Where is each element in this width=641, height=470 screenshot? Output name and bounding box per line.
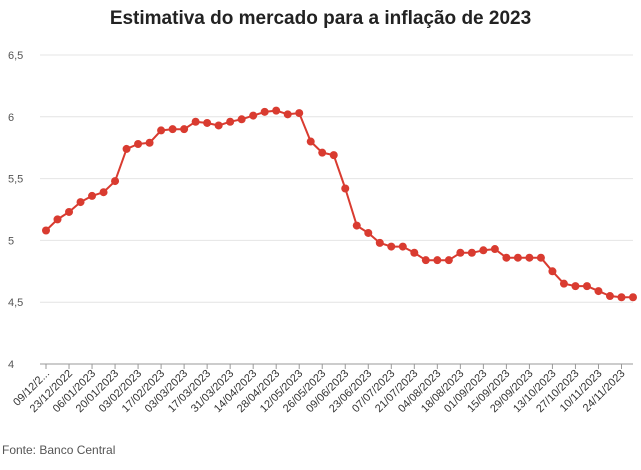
data-point[interactable]	[295, 109, 304, 118]
data-point[interactable]	[364, 228, 373, 237]
source-note: Fonte: Banco Central	[2, 443, 116, 457]
data-point[interactable]	[594, 287, 603, 296]
data-point[interactable]	[76, 198, 85, 207]
data-point[interactable]	[433, 256, 442, 265]
data-point[interactable]	[341, 184, 350, 193]
data-point[interactable]	[398, 242, 407, 251]
data-point[interactable]	[283, 110, 292, 119]
data-point[interactable]	[53, 215, 62, 224]
data-point[interactable]	[479, 246, 488, 255]
y-tick-label: 6	[8, 112, 14, 124]
data-point[interactable]	[203, 118, 212, 127]
data-point[interactable]	[582, 282, 591, 291]
y-tick-label: 5	[8, 235, 14, 247]
data-point[interactable]	[306, 137, 315, 146]
data-point[interactable]	[180, 125, 189, 134]
data-point[interactable]	[525, 253, 534, 262]
data-point[interactable]	[536, 253, 545, 262]
y-tick-label: 6,5	[8, 50, 23, 62]
data-point[interactable]	[237, 115, 246, 124]
data-point[interactable]	[444, 256, 453, 265]
data-point[interactable]	[88, 191, 97, 200]
data-point[interactable]	[99, 188, 108, 197]
data-point[interactable]	[629, 293, 637, 302]
y-tick-label: 4,5	[8, 297, 23, 309]
data-point[interactable]	[214, 121, 223, 130]
data-point[interactable]	[352, 221, 361, 230]
data-point[interactable]	[191, 117, 200, 126]
data-point[interactable]	[559, 279, 568, 288]
data-point[interactable]	[387, 242, 396, 251]
data-point[interactable]	[329, 151, 338, 160]
data-point[interactable]	[456, 248, 465, 257]
data-point[interactable]	[157, 126, 166, 135]
series-line	[45, 109, 633, 299]
data-point[interactable]	[318, 148, 327, 157]
data-point[interactable]	[168, 125, 177, 134]
data-point[interactable]	[226, 117, 235, 126]
data-point[interactable]	[375, 238, 384, 247]
y-axis-ticks: 4 4,5 5 5,5 6 6,5	[8, 50, 23, 371]
data-point[interactable]	[467, 248, 476, 257]
data-point[interactable]	[605, 292, 614, 301]
data-point[interactable]	[410, 248, 419, 257]
data-point[interactable]	[272, 106, 281, 115]
data-point[interactable]	[421, 256, 430, 265]
inflation-line-chart: 4 4,5 5 5,5 6 6,5 09/12/2...23/12/202206/01/2…	[8, 50, 637, 415]
data-point[interactable]	[490, 245, 499, 254]
y-tick-label: 5,5	[8, 174, 23, 186]
grid-lines	[40, 54, 633, 365]
data-point[interactable]	[145, 138, 154, 147]
series-points	[42, 106, 637, 302]
data-point[interactable]	[260, 107, 269, 116]
x-axis-ticks: 09/12/2...23/12/202206/01/202320/01/2023…	[11, 364, 628, 415]
y-tick-label: 4	[8, 359, 14, 371]
data-point[interactable]	[502, 253, 511, 262]
inflation-series-line	[45, 109, 633, 299]
data-point[interactable]	[548, 267, 557, 276]
data-point[interactable]	[513, 253, 522, 262]
data-point[interactable]	[122, 144, 131, 153]
data-point[interactable]	[42, 226, 50, 235]
data-point[interactable]	[134, 139, 143, 148]
data-point[interactable]	[111, 177, 120, 186]
data-point[interactable]	[617, 293, 626, 302]
data-point[interactable]	[65, 207, 74, 216]
data-point[interactable]	[571, 282, 580, 291]
chart-title: Estimativa do mercado para a inflação de…	[109, 8, 532, 29]
data-point[interactable]	[249, 111, 258, 120]
